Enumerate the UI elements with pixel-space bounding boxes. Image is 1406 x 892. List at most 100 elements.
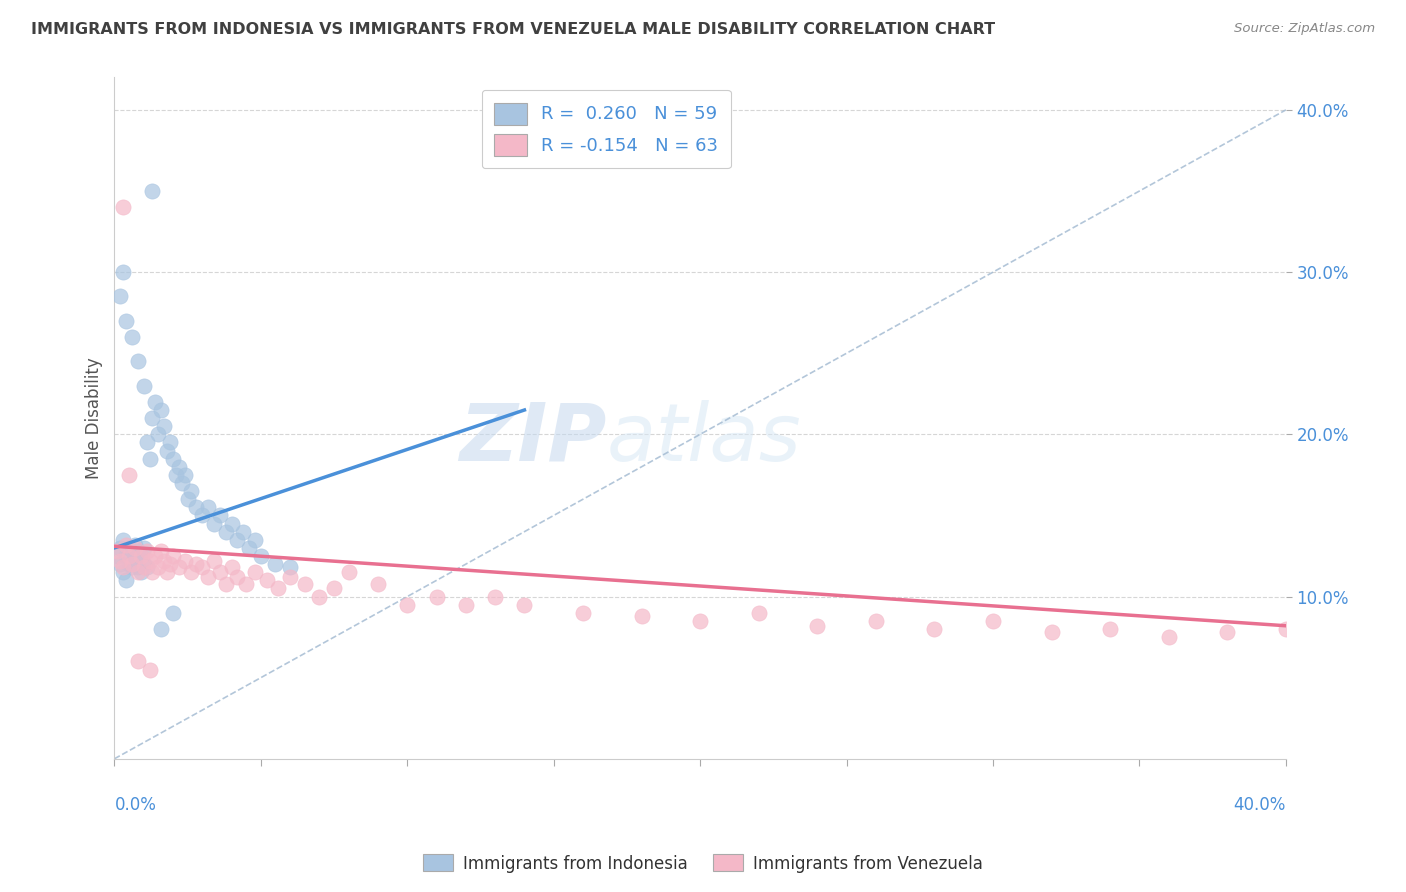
- Point: [215, 524, 238, 539]
- Text: IMMIGRANTS FROM INDONESIA VS IMMIGRANTS FROM VENEZUELA MALE DISABILITY CORRELATI: IMMIGRANTS FROM INDONESIA VS IMMIGRANTS …: [31, 22, 995, 37]
- Point: [138, 663, 160, 677]
- Point: [186, 557, 208, 571]
- Point: [865, 614, 887, 628]
- Point: [127, 560, 149, 574]
- Point: [243, 533, 266, 547]
- Point: [110, 557, 132, 571]
- Point: [232, 524, 254, 539]
- Text: 0.0%: 0.0%: [114, 797, 156, 814]
- Point: [924, 622, 946, 636]
- Point: [150, 544, 173, 558]
- Point: [513, 598, 536, 612]
- Point: [1275, 622, 1298, 636]
- Point: [308, 590, 330, 604]
- Point: [689, 614, 711, 628]
- Point: [630, 609, 652, 624]
- Point: [202, 516, 225, 531]
- Point: [129, 566, 152, 580]
- Point: [110, 541, 132, 555]
- Point: [141, 566, 163, 580]
- Point: [135, 560, 157, 574]
- Point: [153, 419, 176, 434]
- Point: [238, 541, 260, 555]
- Point: [132, 557, 155, 571]
- Point: [162, 549, 184, 563]
- Point: [156, 566, 179, 580]
- Point: [162, 606, 184, 620]
- Point: [112, 533, 135, 547]
- Point: [105, 544, 128, 558]
- Point: [337, 566, 360, 580]
- Point: [129, 549, 152, 563]
- Point: [127, 354, 149, 368]
- Point: [124, 541, 146, 555]
- Legend: R =  0.260   N = 59, R = -0.154   N = 63: R = 0.260 N = 59, R = -0.154 N = 63: [482, 90, 731, 169]
- Point: [323, 582, 346, 596]
- Point: [115, 549, 138, 563]
- Point: [180, 484, 202, 499]
- Point: [110, 289, 132, 303]
- Point: [572, 606, 595, 620]
- Point: [186, 500, 208, 515]
- Text: ZIP: ZIP: [460, 400, 606, 477]
- Point: [141, 184, 163, 198]
- Point: [118, 541, 141, 555]
- Point: [202, 554, 225, 568]
- Point: [121, 560, 143, 574]
- Point: [162, 451, 184, 466]
- Point: [235, 576, 257, 591]
- Point: [150, 403, 173, 417]
- Point: [112, 560, 135, 574]
- Point: [112, 200, 135, 214]
- Point: [426, 590, 449, 604]
- Point: [180, 566, 202, 580]
- Point: [191, 508, 214, 523]
- Point: [197, 570, 219, 584]
- Point: [132, 378, 155, 392]
- Point: [806, 619, 828, 633]
- Point: [148, 427, 170, 442]
- Point: [127, 566, 149, 580]
- Point: [215, 576, 238, 591]
- Point: [115, 314, 138, 328]
- Point: [150, 622, 173, 636]
- Point: [167, 459, 190, 474]
- Text: 40.0%: 40.0%: [1233, 797, 1286, 814]
- Point: [1099, 622, 1122, 636]
- Point: [118, 549, 141, 563]
- Point: [278, 560, 301, 574]
- Point: [115, 574, 138, 588]
- Point: [170, 475, 193, 490]
- Point: [138, 554, 160, 568]
- Point: [110, 554, 132, 568]
- Y-axis label: Male Disability: Male Disability: [86, 357, 103, 479]
- Point: [153, 554, 176, 568]
- Point: [121, 544, 143, 558]
- Point: [454, 598, 477, 612]
- Point: [981, 614, 1004, 628]
- Point: [264, 557, 287, 571]
- Point: [484, 590, 506, 604]
- Point: [396, 598, 419, 612]
- Point: [256, 574, 278, 588]
- Point: [145, 549, 167, 563]
- Point: [121, 557, 143, 571]
- Point: [138, 451, 160, 466]
- Point: [132, 560, 155, 574]
- Point: [121, 330, 143, 344]
- Point: [124, 554, 146, 568]
- Point: [148, 560, 170, 574]
- Point: [208, 508, 231, 523]
- Point: [127, 544, 149, 558]
- Point: [118, 467, 141, 482]
- Point: [132, 541, 155, 555]
- Point: [191, 560, 214, 574]
- Point: [167, 560, 190, 574]
- Point: [159, 557, 181, 571]
- Point: [367, 576, 389, 591]
- Point: [165, 467, 187, 482]
- Point: [250, 549, 273, 563]
- Point: [145, 395, 167, 409]
- Point: [159, 435, 181, 450]
- Point: [176, 492, 198, 507]
